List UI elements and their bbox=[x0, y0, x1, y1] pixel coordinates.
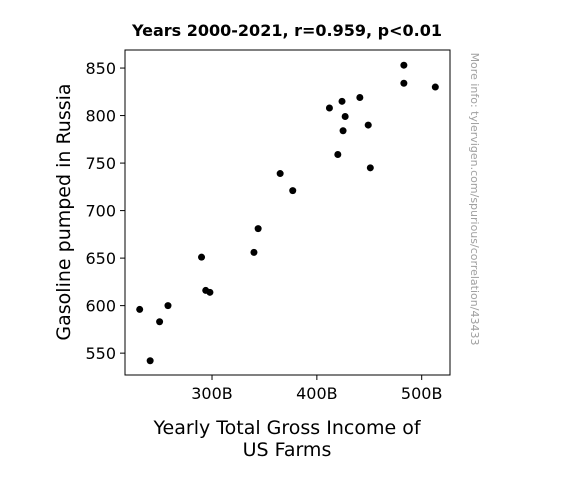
data-point bbox=[136, 305, 144, 313]
data-point bbox=[339, 127, 347, 135]
y-tick-label: 550 bbox=[85, 344, 116, 363]
x-tick-label: 500B bbox=[401, 384, 443, 403]
plot-area bbox=[124, 49, 451, 376]
x-tick-label: 300B bbox=[191, 384, 233, 403]
data-point bbox=[198, 253, 206, 261]
x-axis-label-line-1: Yearly Total Gross Income of bbox=[152, 417, 421, 439]
y-axis-label: Gasoline pumped in Russia bbox=[53, 83, 75, 340]
data-point bbox=[164, 302, 172, 310]
x-axis-label-line-2: US Farms bbox=[243, 439, 332, 461]
y-tick-label: 750 bbox=[85, 154, 116, 173]
data-point bbox=[250, 248, 258, 256]
data-point bbox=[366, 164, 374, 172]
data-point bbox=[156, 318, 164, 326]
data-point bbox=[364, 121, 372, 129]
data-point bbox=[146, 357, 154, 365]
x-axis: 300B 400B 500B bbox=[191, 375, 442, 403]
data-point bbox=[289, 187, 297, 195]
data-point bbox=[431, 83, 439, 91]
y-axis: 550 600 650 700 750 800 850 bbox=[85, 59, 125, 363]
y-tick-label: 650 bbox=[85, 249, 116, 268]
data-point bbox=[276, 170, 284, 178]
source-note: More info: tylervigen.com/spurious/corre… bbox=[468, 53, 481, 346]
data-point bbox=[338, 97, 346, 105]
y-tick-label: 850 bbox=[85, 59, 116, 78]
data-points bbox=[136, 61, 439, 365]
data-point bbox=[325, 104, 333, 112]
y-tick-label: 700 bbox=[85, 202, 116, 221]
data-point bbox=[206, 288, 214, 296]
data-point bbox=[400, 79, 408, 87]
data-point bbox=[356, 94, 364, 102]
y-tick-label: 600 bbox=[85, 297, 116, 316]
y-tick-label: 800 bbox=[85, 107, 116, 126]
x-tick-label: 400B bbox=[296, 384, 338, 403]
data-point bbox=[341, 113, 349, 121]
data-point bbox=[334, 151, 342, 159]
chart-title: Years 2000-2021, r=0.959, p<0.01 bbox=[131, 21, 442, 40]
data-point bbox=[254, 225, 262, 233]
data-point bbox=[400, 61, 408, 69]
